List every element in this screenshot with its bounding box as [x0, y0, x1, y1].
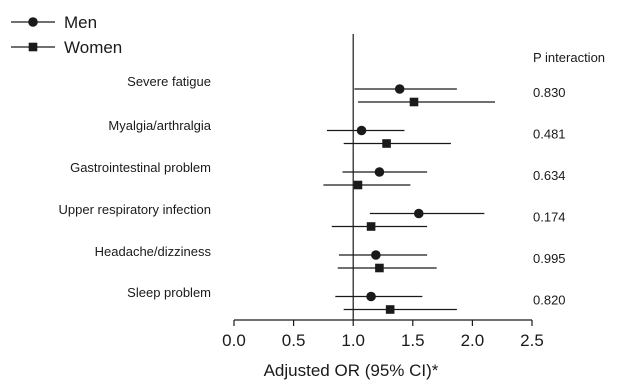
legend-marker [28, 17, 38, 27]
category-label: Headache/dizziness [95, 244, 212, 259]
point-men [356, 125, 367, 136]
row-0: Severe fatigue 0.830 [127, 74, 566, 107]
point-men [371, 250, 381, 260]
x-tick-label: 0.5 [282, 331, 306, 350]
x-tick-label: 2.5 [520, 331, 544, 350]
p-value-label: 0.995 [533, 251, 566, 266]
row-1: Myalgia/arthralgia 0.481 [108, 118, 566, 148]
point-women [353, 180, 363, 190]
row-3: Upper respiratory infection 0.174 [59, 202, 566, 231]
point-women [382, 139, 391, 148]
category-label: Sleep problem [127, 285, 211, 300]
p-value-label: 0.481 [533, 127, 566, 142]
point-women [366, 222, 376, 231]
p-value-label: 0.174 [533, 210, 566, 225]
legend-label: Men [64, 13, 97, 32]
p-value-label: 0.830 [533, 85, 566, 100]
point-women [375, 263, 384, 273]
x-tick-label: 1.0 [341, 331, 365, 350]
x-axis: 0.0 0.5 1.0 1.5 2.0 2.5 [222, 319, 544, 350]
legend: Men Women [11, 13, 122, 57]
point-men [374, 167, 385, 177]
plot-rows: Severe fatigue 0.830 Myalgia/arthralgia 0.4… [59, 34, 566, 320]
x-tick-label: 0.0 [222, 331, 246, 350]
legend-label: Women [64, 38, 122, 57]
category-label: Severe fatigue [127, 74, 211, 89]
row-5: Sleep problem 0.820 [127, 285, 566, 314]
legend-entry-women: Women [11, 38, 122, 57]
point-men [413, 208, 424, 219]
x-axis-title: Adjusted OR (95% CI)* [264, 361, 439, 380]
legend-entry-men: Men [11, 13, 97, 32]
point-men [394, 84, 405, 94]
x-tick-label: 1.5 [401, 331, 425, 350]
category-label: Gastrointestinal problem [70, 160, 211, 175]
category-label: Upper respiratory infection [59, 202, 211, 217]
p-value-label: 0.820 [533, 293, 566, 308]
row-2: Gastrointestinal problem 0.634 [70, 160, 566, 190]
x-tick-label: 2.0 [461, 331, 485, 350]
point-women [385, 305, 395, 314]
category-label: Myalgia/arthralgia [108, 118, 211, 133]
legend-marker [28, 42, 38, 52]
point-men [366, 291, 376, 302]
point-women [409, 97, 419, 107]
p-interaction-header: P interaction [533, 50, 605, 65]
p-value-label: 0.634 [533, 168, 566, 183]
row-4: Headache/dizziness 0.995 [95, 244, 566, 273]
